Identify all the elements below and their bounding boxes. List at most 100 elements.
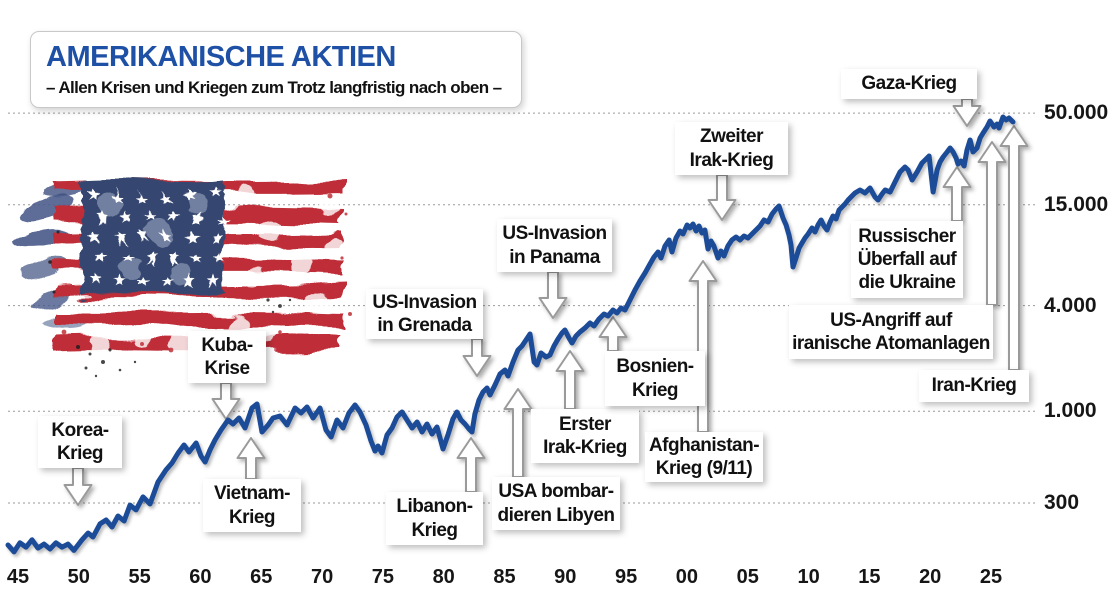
flag-speck-red <box>320 319 326 325</box>
arrow-korea-krieg <box>63 467 93 506</box>
annotation-label-line: Bosnien- <box>616 356 694 378</box>
flag-star <box>95 252 109 265</box>
annotation-label-line: USA bombar- <box>498 481 614 503</box>
flag-speck-black <box>288 298 292 302</box>
flag-star <box>215 210 229 223</box>
flag-speck-black <box>266 298 270 302</box>
arrow-kuba-krise <box>211 382 241 420</box>
flag-star <box>207 189 221 202</box>
flag-speck-red <box>313 348 317 352</box>
x-tick-90: 90 <box>554 566 577 588</box>
x-tick-75: 75 <box>371 566 395 588</box>
annotation-bosnien-krieg: Bosnien- Krieg <box>605 351 705 406</box>
flag-star <box>135 189 149 202</box>
annotation-label-line: Russischer <box>858 225 956 247</box>
flag-speck-black <box>101 360 105 364</box>
us-flag-graphic <box>13 180 352 378</box>
x-tick-05: 05 <box>736 566 759 588</box>
annotation-us-invasion-panama: US-Invasion in Panama <box>497 219 612 272</box>
flag-speck-red <box>116 346 120 350</box>
x-tick-95: 95 <box>614 566 638 588</box>
annotation-korea-krieg: Korea- Krieg <box>38 416 122 468</box>
annotation-label-line: in Panama <box>509 246 600 268</box>
flag-star <box>87 189 101 202</box>
annotation-label-line: Überfall auf <box>857 248 957 270</box>
flag-speck-red <box>344 212 348 216</box>
flag-speck-black <box>108 348 112 352</box>
flag-speck-black <box>118 368 122 372</box>
x-tick-65: 65 <box>250 566 273 588</box>
annotation-label-line: Erster <box>559 413 611 435</box>
flag-stars <box>87 189 229 286</box>
annotation-label-line: Vietnam- <box>214 483 290 505</box>
annotation-iran-krieg: Iran-Krieg <box>919 370 1029 402</box>
arrow-libanon-krieg <box>456 437 486 493</box>
annotation-kuba-krise: Kuba- Krise <box>188 331 266 383</box>
flag-speck-red <box>168 347 174 353</box>
arrow-bosnien-krieg <box>598 316 628 352</box>
annotation-erster-irak-krieg: Erster Irak-Krieg <box>531 409 639 463</box>
flag-speck-red <box>318 340 322 344</box>
flag-star <box>95 210 109 223</box>
x-tick-80: 80 <box>432 566 455 588</box>
annotation-label-line: Iran-Krieg <box>931 375 1017 397</box>
flag-speck-red <box>348 312 352 316</box>
flag-star <box>119 252 133 265</box>
flag-star <box>159 273 173 286</box>
flag-star <box>143 210 157 223</box>
flag-speck-red <box>334 290 338 294</box>
arrow-erster-irak-krieg <box>555 350 585 410</box>
y-tick-300: 300 <box>1044 491 1080 514</box>
stock-index-line <box>5 114 1016 555</box>
flag-star <box>191 210 205 223</box>
flag-speck-red <box>140 342 144 346</box>
chart-title: AMERIKANISCHE AKTIEN <box>46 41 396 73</box>
annotation-label-line: Krieg <box>56 443 104 464</box>
annotation-label-line: Gaza-Krieg <box>861 73 957 95</box>
flag-speck-black <box>48 260 52 264</box>
annotation-label-line: Kuba- <box>201 334 253 356</box>
flag-star <box>183 231 197 244</box>
flag-star <box>207 231 221 244</box>
arrow-vietnam-krieg <box>236 437 266 480</box>
flag-speck-red <box>336 230 340 234</box>
flag-star <box>87 231 101 244</box>
annotation-label-line: Krieg <box>228 506 276 528</box>
flag-speck-red <box>278 330 282 334</box>
annotation-vietnam-krieg: Vietnam- Krieg <box>203 479 301 532</box>
flag-star <box>167 210 181 223</box>
x-tick-00: 00 <box>675 566 699 588</box>
arrow-gaza-krieg <box>952 98 982 127</box>
arrow-usa-bombardieren-libyen <box>503 388 533 478</box>
annotation-label-line: Libanon- <box>396 496 473 518</box>
annotation-us-angriff-atomanlagen: US-Angriff auf iranische Atomanlagen <box>789 305 993 359</box>
flag-star <box>215 252 229 265</box>
x-tick-15: 15 <box>858 566 881 588</box>
annotation-label-line: Irak-Krieg <box>689 149 774 171</box>
arrow-us-invasion-panama <box>538 271 568 319</box>
flag-speck-black <box>76 345 80 349</box>
flag-star <box>135 231 149 244</box>
flag-star <box>119 210 133 223</box>
x-tick-55: 55 <box>128 566 151 588</box>
x-tick-70: 70 <box>310 566 334 588</box>
flag-star <box>207 273 221 286</box>
flag-star <box>159 189 173 202</box>
x-tick-85: 85 <box>493 566 516 588</box>
arrow-afghanistan-krieg <box>688 260 718 433</box>
flag-speck-red <box>323 263 329 269</box>
annotation-label-line: iranische Atomanlagen <box>792 333 990 354</box>
flag-star <box>183 189 197 202</box>
annotation-label-line: Korea- <box>51 419 109 441</box>
arrow-us-angriff-atomanlagen <box>977 141 1007 306</box>
flag-star <box>167 252 181 265</box>
annotation-label-line: dieren Libyen <box>497 504 615 526</box>
flag-speck-red <box>86 338 90 342</box>
flag-speck-red <box>290 338 294 342</box>
flag-star <box>111 273 125 286</box>
x-tick-45: 45 <box>6 566 30 588</box>
title-box: AMERIKANISCHE AKTIEN – Allen Krisen und … <box>30 31 522 108</box>
x-tick-25: 25 <box>979 566 1003 588</box>
annotation-label-line: Krise <box>204 358 250 379</box>
flag-star <box>111 189 125 202</box>
